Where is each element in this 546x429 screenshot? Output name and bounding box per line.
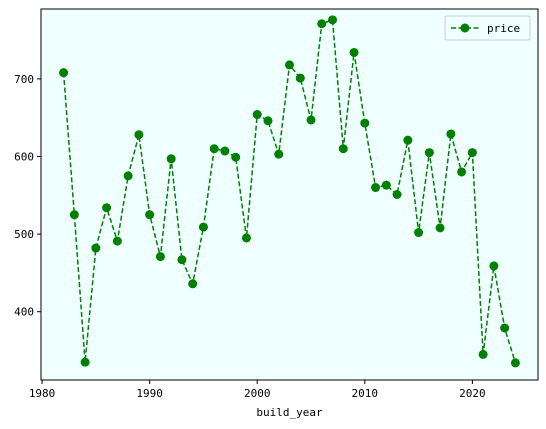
legend-marker (460, 23, 470, 33)
data-point (241, 233, 251, 243)
data-point (188, 279, 198, 289)
legend-entry-price: price (487, 22, 520, 35)
y-axis-ticks: 400 500 600 700 (14, 73, 41, 319)
x-tick-label: 1990 (136, 387, 163, 400)
data-point (123, 171, 133, 181)
data-point (263, 116, 273, 126)
x-tick-label: 2020 (459, 387, 486, 400)
data-point (457, 167, 467, 177)
data-point (102, 203, 112, 213)
data-point (91, 243, 101, 253)
data-point (252, 110, 262, 120)
series-price (59, 15, 520, 368)
data-point (80, 357, 90, 367)
data-point (446, 129, 456, 139)
data-point (112, 236, 122, 246)
x-tick-label: 2000 (244, 387, 271, 400)
data-point (134, 130, 144, 140)
data-point (467, 148, 477, 158)
y-tick-label: 700 (14, 73, 34, 86)
x-tick-label: 1980 (29, 387, 56, 400)
data-point (59, 68, 69, 78)
data-point (489, 261, 499, 271)
data-point (360, 118, 370, 128)
data-point (285, 60, 294, 70)
data-point (414, 228, 424, 238)
data-point (69, 210, 79, 220)
data-point (424, 148, 434, 158)
data-point (500, 323, 510, 333)
data-point (274, 149, 284, 159)
data-point (403, 135, 413, 145)
data-point (166, 154, 176, 164)
x-axis-ticks: 1980 1990 2000 2010 2020 (29, 380, 486, 400)
legend-box (444, 15, 531, 41)
data-point (209, 144, 219, 154)
data-point (155, 252, 165, 262)
data-point (295, 73, 305, 83)
y-tick-label: 500 (14, 228, 34, 241)
y-tick-label: 400 (14, 306, 34, 319)
data-point (145, 210, 155, 220)
data-point (349, 47, 359, 57)
x-tick-label: 2010 (352, 387, 379, 400)
data-point (198, 222, 208, 232)
x-axis-label: build_year (256, 406, 323, 419)
y-tick-label: 600 (14, 150, 34, 163)
data-point (317, 19, 327, 29)
legend: price (444, 15, 531, 41)
data-point (231, 152, 241, 162)
data-point (510, 358, 520, 368)
data-point (371, 183, 381, 193)
data-point (328, 15, 338, 25)
data-point (478, 349, 488, 359)
data-point (392, 190, 402, 199)
data-point (220, 146, 230, 156)
data-point (381, 180, 391, 190)
data-point (338, 144, 348, 154)
data-point (306, 115, 316, 125)
data-point (177, 255, 187, 265)
data-point (435, 223, 445, 233)
